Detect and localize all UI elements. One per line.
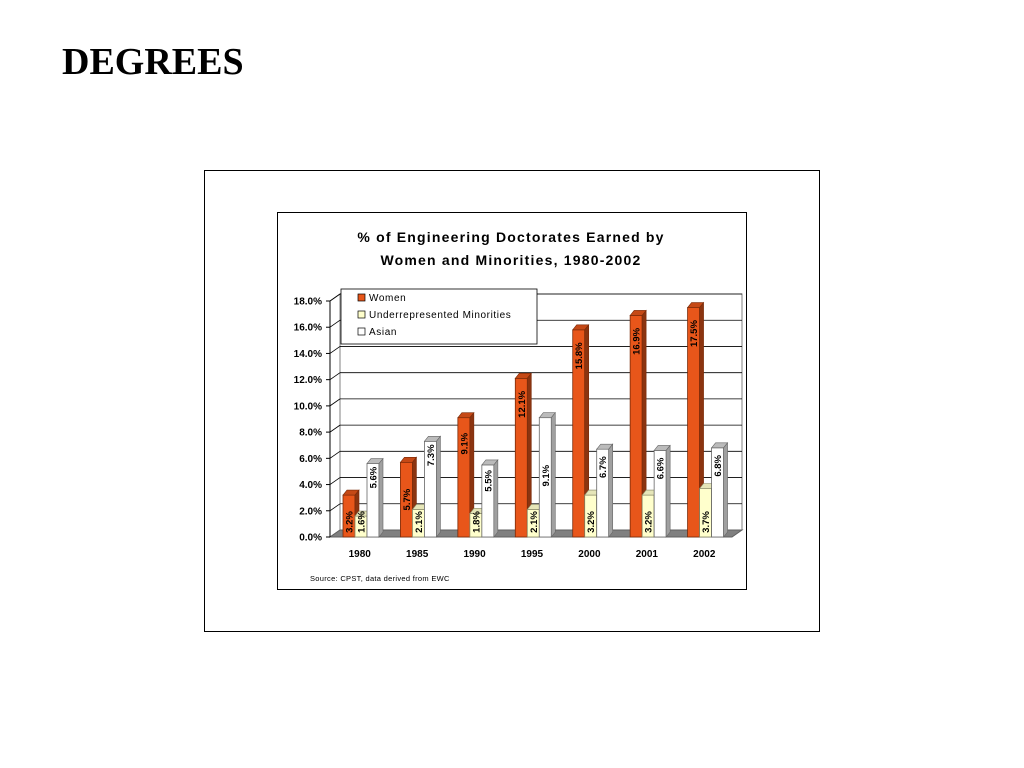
y-tick-label: 4.0%	[299, 480, 322, 491]
data-label: 3.2%	[644, 511, 655, 533]
y-tick-label: 16.0%	[294, 323, 322, 334]
bar-side	[665, 444, 671, 538]
gridline-diagonal	[329, 451, 341, 459]
data-label: 17.5%	[689, 320, 700, 347]
y-tick-label: 10.0%	[294, 401, 322, 412]
chart-title: % of Engineering Doctorates Earned by Wo…	[277, 226, 745, 272]
bar-side	[378, 457, 384, 538]
gridline-diagonal	[329, 346, 341, 354]
x-tick-label: 1995	[521, 549, 544, 560]
y-tick-label: 6.0%	[299, 454, 322, 465]
bar-side	[436, 435, 441, 538]
data-label: 3.2%	[345, 511, 356, 533]
data-label: 5.5%	[483, 470, 494, 492]
chart-title-line-2: Women and Minorities, 1980-2002	[380, 252, 642, 268]
x-tick-label: 2000	[578, 549, 601, 560]
legend: Women Underrepresented Minorities Asian	[340, 288, 538, 345]
gridline-diagonal	[329, 424, 341, 433]
chart-title-line-1: % of Engineering Doctorates Earned by	[357, 229, 665, 245]
data-label: 6.7%	[598, 456, 609, 478]
data-label: 6.6%	[656, 457, 667, 479]
gridline-diagonal	[329, 319, 341, 328]
data-label: 15.8%	[574, 342, 585, 369]
data-label: 16.9%	[632, 327, 643, 354]
plot-side-wall	[329, 293, 341, 538]
y-tick-label: 18.0%	[294, 297, 322, 308]
bar-side	[723, 441, 728, 538]
data-label: 2.1%	[529, 511, 540, 533]
x-tick-label: 1985	[406, 549, 429, 560]
data-label: 12.1%	[517, 390, 528, 417]
data-label: 7.3%	[426, 444, 437, 466]
y-tick-label: 0.0%	[299, 533, 322, 544]
gridline-diagonal	[329, 293, 341, 302]
legend-swatch	[357, 310, 366, 319]
source-note: Source: CPST, data derived from EWC	[310, 574, 450, 583]
x-tick-label: 1990	[463, 549, 486, 560]
data-label: 3.7%	[701, 511, 712, 533]
x-tick-label: 1980	[349, 549, 372, 560]
y-tick-label: 14.0%	[294, 349, 322, 360]
bar-side	[608, 443, 614, 538]
y-tick-label: 8.0%	[299, 428, 322, 439]
data-label: 5.6%	[369, 466, 380, 488]
gridline-diagonal	[329, 477, 341, 485]
legend-label: Asian	[369, 327, 397, 338]
y-tick-label: 12.0%	[294, 375, 322, 386]
page-title: DEGREES	[62, 41, 244, 83]
legend-box	[340, 288, 538, 345]
x-tick-label: 2002	[693, 549, 716, 560]
legend-label: Underrepresented Minorities	[369, 310, 511, 321]
gridline-diagonal	[329, 503, 341, 512]
data-label: 3.2%	[586, 511, 597, 533]
x-tick-label: 2001	[636, 549, 659, 560]
data-label: 1.8%	[471, 511, 482, 533]
data-label: 6.8%	[713, 454, 724, 476]
data-label: 9.1%	[459, 432, 470, 454]
bar-side	[493, 459, 499, 538]
data-label: 2.1%	[414, 511, 425, 533]
legend-label: Women	[369, 293, 406, 304]
legend-swatch	[357, 327, 366, 336]
legend-swatch	[357, 293, 366, 302]
bar-side	[550, 411, 556, 538]
y-tick-label: 2.0%	[299, 506, 322, 517]
data-label: 9.1%	[541, 464, 552, 486]
gridline-diagonal	[329, 372, 341, 380]
data-label: 1.6%	[357, 511, 368, 533]
data-label: 5.7%	[402, 488, 413, 510]
gridline-diagonal	[329, 398, 341, 407]
